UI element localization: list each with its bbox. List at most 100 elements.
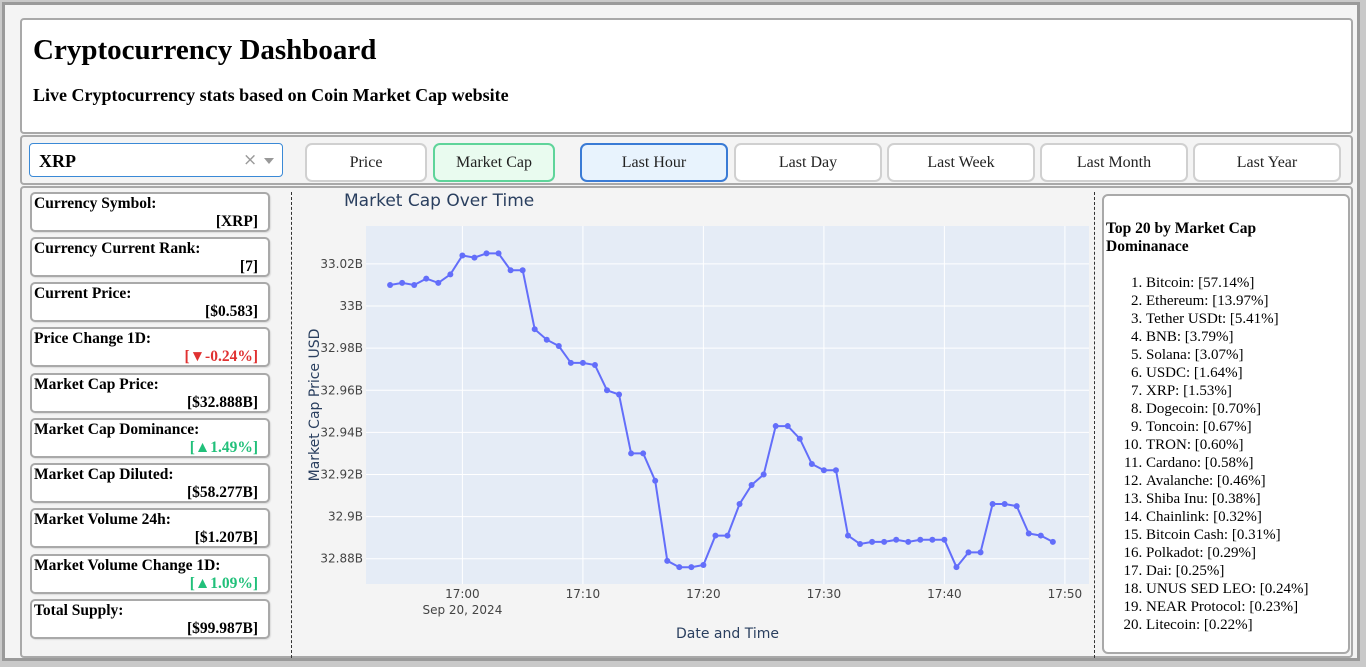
data-point [700,562,707,569]
data-point [724,532,731,539]
data-point [941,536,948,543]
data-point [772,423,779,430]
x-tick-label: 17:00 [445,587,480,601]
stat-value: [$58.277B] [186,484,258,501]
stat-label: Current Price: [34,285,132,302]
x-tick-label: 17:40 [927,587,962,601]
stat-value: [▲1.49%] [189,439,258,456]
stat-card: Current Price: [$0.583] [30,282,270,322]
chevron-down-icon[interactable] [264,158,274,164]
data-point [399,279,406,286]
stat-value: [XRP] [215,213,258,230]
y-tick-label: 32.9B [328,510,363,524]
data-point [387,281,394,288]
data-point [989,500,996,507]
data-point [1001,500,1008,507]
top20-item: Chainlink: [0.32%] [1146,508,1309,526]
stat-label: Price Change 1D: [34,330,152,347]
data-point [459,252,466,259]
clear-icon[interactable]: × [243,150,258,170]
data-point [591,361,598,368]
stat-card: Market Cap Price: [$32.888B] [30,373,270,413]
data-point [736,500,743,507]
data-point [628,450,635,457]
stat-value: [▼-0.24%] [184,348,258,365]
plot-area [366,226,1089,584]
data-point [519,267,526,274]
stat-label: Currency Current Rank: [34,240,201,257]
stat-label: Market Cap Dominance: [34,421,200,438]
market-cap-chart[interactable]: 32.88B 32.9B 32.92B 32.94B 32.96B 32.98B 33B 33… [294,188,1092,658]
data-point [676,564,683,571]
stat-card: Market Cap Dominance: [▲1.49%] [30,418,270,458]
top20-item: Litecoin: [0.22%] [1146,616,1309,634]
stat-label: Market Cap Price: [34,376,159,393]
main-content: Currency Symbol: [XRP] Currency Current Ra… [20,186,1353,658]
last-hour-button[interactable]: Last Hour [580,143,728,182]
data-point [616,391,623,398]
data-point [712,532,719,539]
x-axis-label: Date and Time [676,626,779,642]
y-tick-label: 32.96B [320,383,363,397]
top20-heading: Top 20 by Market Cap Dominanace [1106,220,1257,255]
header-panel: Cryptocurrency Dashboard Live Cryptocurr… [20,18,1353,134]
data-point [435,279,442,286]
stat-card: Currency Current Rank: [7] [30,237,270,277]
x-date-label: Sep 20, 2024 [422,603,502,617]
last-month-button[interactable]: Last Month [1040,143,1188,182]
data-point [543,336,550,343]
chart-svg[interactable]: 32.88B 32.9B 32.92B 32.94B 32.96B 32.98B 33B 33… [294,188,1092,658]
stat-label: Market Cap Diluted: [34,466,174,483]
y-tick-label: 32.94B [320,425,363,439]
data-point [471,254,478,261]
stat-card: Market Volume 24h: [$1.207B] [30,508,270,548]
y-tick-label: 33.02B [320,257,363,271]
stat-card: Price Change 1D: [▼-0.24%] [30,327,270,367]
data-point [1013,503,1020,510]
data-point [796,435,803,442]
top20-item: Avalanche: [0.46%] [1146,472,1309,490]
data-point [688,564,695,571]
data-point [965,549,972,556]
data-point [808,460,815,467]
stat-value: [$1.207B] [194,529,258,546]
stat-value: [$99.987B] [186,620,258,637]
data-point [820,467,827,474]
market-cap-button[interactable]: Market Cap [433,143,555,182]
data-point [1049,538,1056,545]
stat-card: Currency Symbol: [XRP] [30,192,270,232]
last-year-button[interactable]: Last Year [1193,143,1341,182]
x-tick-label: 17:50 [1048,587,1083,601]
top20-item: Dai: [0.25%] [1146,562,1309,580]
chart-title: Market Cap Over Time [344,191,534,211]
stat-label: Market Volume 24h: [34,511,171,528]
top20-item: UNUS SED LEO: [0.24%] [1146,580,1309,598]
y-tick-label: 32.98B [320,341,363,355]
top20-item: Polkadot: [0.29%] [1146,544,1309,562]
stat-label: Market Volume Change 1D: [34,557,221,574]
divider-left [291,192,292,658]
data-point [555,343,562,350]
data-point [784,423,791,430]
data-point [604,387,610,394]
top20-item: BNB: [3.79%] [1146,328,1309,346]
last-week-button[interactable]: Last Week [887,143,1035,182]
stat-label: Currency Symbol: [34,195,157,212]
data-point [760,471,767,478]
data-point [881,538,888,545]
data-point [869,538,876,545]
data-point [652,477,659,484]
data-point [664,557,671,564]
price-button[interactable]: Price [305,143,427,182]
data-point [495,250,502,257]
top20-item: TRON: [0.60%] [1146,436,1309,454]
currency-dropdown[interactable]: XRP × [29,143,283,177]
last-day-button[interactable]: Last Day [734,143,882,182]
top20-item: XRP: [1.53%] [1146,382,1309,400]
data-point [447,271,454,278]
y-tick-label: 32.92B [320,467,363,481]
data-point [748,482,755,489]
top20-item: Toncoin: [0.67%] [1146,418,1309,436]
stat-label: Total Supply: [34,602,124,619]
data-point [917,536,924,543]
